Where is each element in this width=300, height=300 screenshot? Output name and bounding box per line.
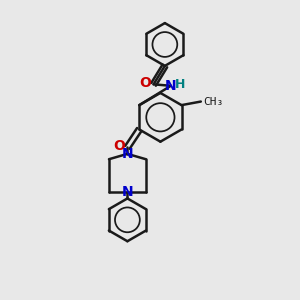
Text: N: N — [165, 79, 177, 93]
Text: N: N — [122, 147, 133, 161]
Text: O: O — [113, 139, 125, 153]
Text: N: N — [122, 185, 133, 199]
Text: H: H — [175, 78, 185, 91]
Text: CH₃: CH₃ — [203, 97, 223, 106]
Text: O: O — [139, 76, 151, 90]
